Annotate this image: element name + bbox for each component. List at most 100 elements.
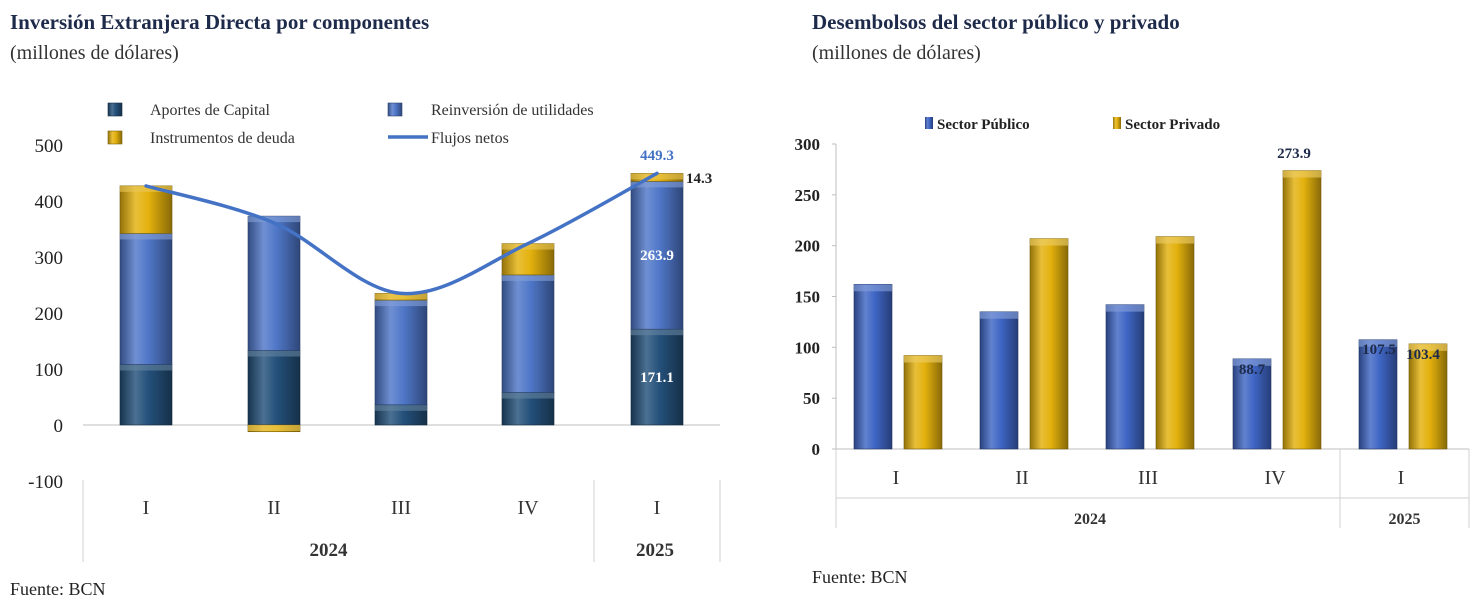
- x-tick-label: I: [143, 497, 150, 519]
- chart-title: Inversión Extranjera Directa por compone…: [10, 10, 430, 34]
- x-tick-label: III: [391, 497, 411, 519]
- y-tick-label: 200: [795, 237, 821, 256]
- bar-sector-p-blico: [1358, 339, 1398, 450]
- legend-label: Flujos netos: [431, 130, 509, 147]
- legend-label: Sector Privado: [1125, 117, 1220, 133]
- bar-bevel: [375, 293, 427, 300]
- bar-sector-p-blico: [853, 283, 893, 450]
- bar-reinversi-n-de-utilidades: [119, 233, 173, 365]
- x-tick-label: IV: [1264, 467, 1286, 489]
- bar-reinversi-n-de-utilidades: [374, 299, 428, 406]
- bar-sector-privado: [1408, 343, 1448, 450]
- bar-bevel: [631, 181, 683, 188]
- bar-bevel: [120, 364, 172, 371]
- bar-bevel: [248, 425, 300, 431]
- chart-title: Desembolsos del sector público y privado: [812, 10, 1180, 34]
- year-label: 2025: [1389, 511, 1421, 528]
- data-label: 449.3: [640, 148, 674, 164]
- bar-bevel: [631, 173, 683, 180]
- bar-reinversi-n-de-utilidades: [501, 274, 555, 393]
- bar-sector-privado: [1155, 236, 1195, 450]
- legend-swatch: [925, 117, 933, 129]
- data-label: 88.7: [1239, 362, 1266, 378]
- bar-bevel: [631, 329, 683, 336]
- data-label: 171.1: [640, 370, 674, 386]
- legend-label: Aportes de Capital: [150, 102, 271, 119]
- legend-swatch: [387, 102, 403, 117]
- bar-sector-p-blico: [1232, 358, 1272, 450]
- y-tick-label: 50: [803, 389, 820, 408]
- bar-reinversi-n-de-utilidades: [630, 181, 684, 330]
- data-label: 273.9: [1277, 146, 1311, 162]
- bar-bevel: [854, 284, 892, 292]
- bar-sector-p-blico: [979, 311, 1019, 450]
- bar-bevel: [120, 185, 172, 192]
- bar-bevel: [502, 243, 554, 250]
- y-tick-label: 0: [54, 416, 64, 437]
- bar-bevel: [502, 274, 554, 281]
- bar-sector-privado: [1282, 170, 1322, 450]
- x-tick-label: IV: [517, 497, 539, 519]
- bar-sector-p-blico: [1105, 304, 1145, 450]
- legend-label: Sector Público: [937, 117, 1030, 133]
- desembolsos-chart-panel: Desembolsos del sector público y privado…: [795, 0, 1481, 608]
- chart-source: Fuente: BCN: [812, 567, 908, 587]
- bar-aportes-de-capital: [119, 364, 173, 426]
- bar-bevel: [1233, 358, 1271, 366]
- x-tick-label: I: [1398, 467, 1405, 489]
- bar-bevel: [1409, 343, 1447, 351]
- legend-label: Instrumentos de deuda: [150, 130, 295, 147]
- bar-bevel: [375, 300, 427, 307]
- legend-swatch: [107, 130, 123, 145]
- bar-sector-privado: [1029, 238, 1069, 450]
- y-tick-label: 300: [795, 135, 821, 154]
- bar-reinversi-n-de-utilidades: [247, 215, 301, 351]
- y-tick-label: 500: [35, 136, 64, 157]
- bar-bevel: [1106, 304, 1144, 312]
- bar-bevel: [1359, 339, 1397, 347]
- y-tick-label: 400: [35, 192, 64, 213]
- legend-swatch: [107, 102, 123, 117]
- bar-bevel: [1030, 238, 1068, 246]
- bar-bevel: [502, 392, 554, 399]
- x-tick-label: III: [1138, 467, 1158, 489]
- bar-bevel: [1156, 236, 1194, 244]
- y-tick-label: 200: [35, 304, 64, 325]
- ied-chart-panel: Inversión Extranjera Directa por compone…: [0, 0, 740, 608]
- data-label: 107.5: [1362, 342, 1396, 358]
- bar-sector-privado: [903, 355, 943, 450]
- data-label: 14.3: [686, 171, 712, 187]
- year-label: 2024: [1074, 511, 1106, 528]
- y-tick-label: 300: [35, 248, 64, 269]
- bar-bevel: [248, 216, 300, 223]
- y-tick-label: 250: [795, 186, 821, 205]
- legend-label: Reinversión de utilidades: [431, 102, 594, 119]
- data-label: 263.9: [640, 248, 674, 264]
- y-tick-label: 100: [795, 338, 821, 357]
- bar-bevel: [980, 311, 1018, 319]
- bar-bevel: [904, 355, 942, 363]
- bar-aportes-de-capital: [247, 350, 301, 426]
- y-tick-label: 150: [795, 288, 821, 307]
- bar-bevel: [120, 233, 172, 240]
- bar-bevel: [1283, 170, 1321, 178]
- bar-instrumentos-de-deuda: [119, 185, 173, 234]
- x-tick-label: II: [267, 497, 280, 519]
- y-tick-label: 0: [812, 440, 821, 459]
- year-label: 2024: [310, 540, 349, 561]
- data-label: 103.4: [1406, 347, 1440, 363]
- x-tick-label: I: [893, 467, 900, 489]
- bar-bevel: [248, 350, 300, 357]
- y-tick-label: 100: [35, 360, 64, 381]
- x-tick-label: II: [1015, 467, 1028, 489]
- year-label: 2025: [636, 540, 674, 561]
- legend-swatch: [1113, 117, 1121, 129]
- y-tick-label: -100: [28, 472, 63, 493]
- chart-subtitle: (millones de dólares): [10, 42, 179, 64]
- net-flow-line: [144, 171, 659, 296]
- chart-source: Fuente: BCN: [10, 579, 106, 599]
- x-tick-label: I: [654, 497, 661, 519]
- bar-bevel: [375, 404, 427, 411]
